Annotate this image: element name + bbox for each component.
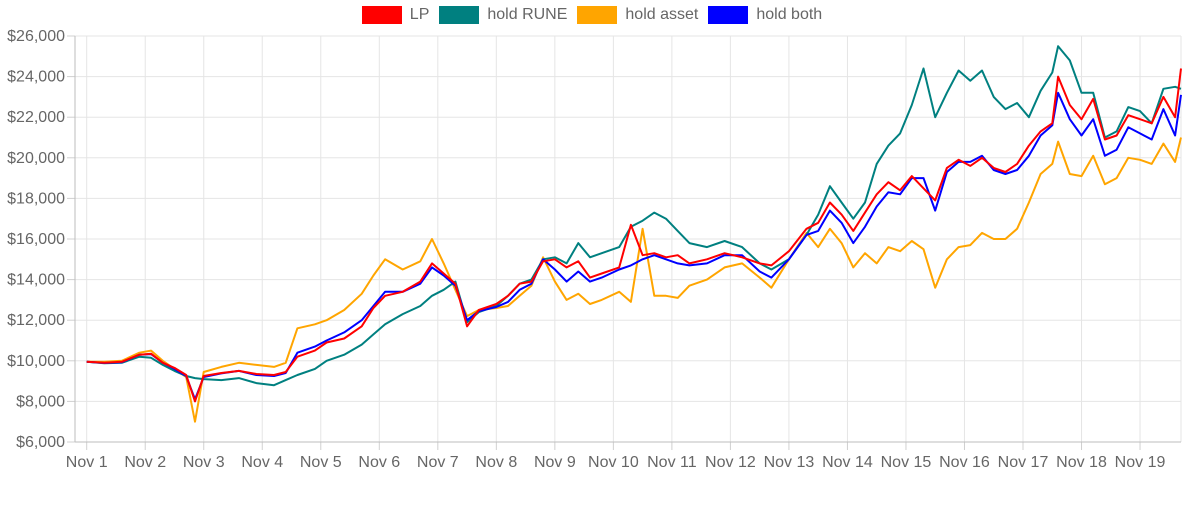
- chart-legend: LP hold RUNE hold asset hold both: [0, 6, 1184, 24]
- x-tick-label: Nov 19: [1115, 454, 1166, 471]
- series-line-hold-asset: [86, 137, 1182, 423]
- x-tick-label: Nov 8: [475, 454, 517, 471]
- x-tick-label: Nov 12: [705, 454, 756, 471]
- legend-swatch-hold-asset: [577, 6, 618, 24]
- legend-label-lp: LP: [409, 6, 430, 23]
- x-tick-label: Nov 1: [66, 454, 108, 471]
- x-tick-label: Nov 13: [764, 454, 815, 471]
- series-line-hold-rune: [86, 45, 1182, 387]
- x-tick-label: Nov 10: [588, 454, 639, 471]
- x-tick-label: Nov 3: [183, 454, 225, 471]
- x-tick-label: Nov 6: [358, 454, 400, 471]
- legend-swatch-lp: [361, 6, 402, 24]
- legend-label-hold-asset: hold asset: [625, 6, 699, 23]
- y-tick-label: $20,000: [7, 150, 65, 167]
- legend-label-hold-both: hold both: [756, 6, 823, 23]
- legend-item-hold-asset[interactable]: hold asset: [577, 6, 698, 24]
- x-tick-label: Nov 2: [124, 454, 166, 471]
- y-tick-label: $16,000: [7, 231, 65, 248]
- y-tick-label: $10,000: [7, 353, 65, 370]
- y-tick-label: $6,000: [16, 434, 65, 451]
- x-tick-label: Nov 9: [534, 454, 576, 471]
- y-tick-label: $26,000: [7, 28, 65, 45]
- y-tick-label: $24,000: [7, 69, 65, 86]
- series-line-lp: [86, 68, 1182, 403]
- x-tick-label: Nov 15: [881, 454, 932, 471]
- legend-item-lp[interactable]: LP: [361, 6, 430, 24]
- y-tick-label: $14,000: [7, 272, 65, 289]
- x-tick-label: Nov 5: [300, 454, 342, 471]
- legend-item-hold-both[interactable]: hold both: [708, 6, 822, 24]
- x-tick-label: Nov 18: [1056, 454, 1107, 471]
- x-tick-label: Nov 7: [417, 454, 459, 471]
- x-tick-label: Nov 11: [647, 454, 697, 471]
- x-tick-label: Nov 14: [822, 454, 873, 471]
- legend-label-hold-rune: hold RUNE: [487, 6, 568, 23]
- series-lines: [86, 45, 1182, 423]
- axes: $6,000 $8,000 $10,000 $12,000 $14,000 $16,000…: [7, 28, 1181, 471]
- x-tick-label: Nov 4: [241, 454, 283, 471]
- y-tick-label: $12,000: [7, 312, 65, 329]
- legend-item-hold-rune[interactable]: hold RUNE: [439, 6, 567, 24]
- legend-swatch-hold-rune: [439, 6, 480, 24]
- x-tick-label: Nov 16: [939, 454, 990, 471]
- y-tick-label: $22,000: [7, 109, 65, 126]
- y-tick-label: $8,000: [16, 393, 65, 410]
- x-tick-label: Nov 17: [998, 454, 1049, 471]
- series-line-hold-both: [86, 91, 1182, 401]
- legend-swatch-hold-both: [708, 6, 749, 24]
- y-tick-label: $18,000: [7, 190, 65, 207]
